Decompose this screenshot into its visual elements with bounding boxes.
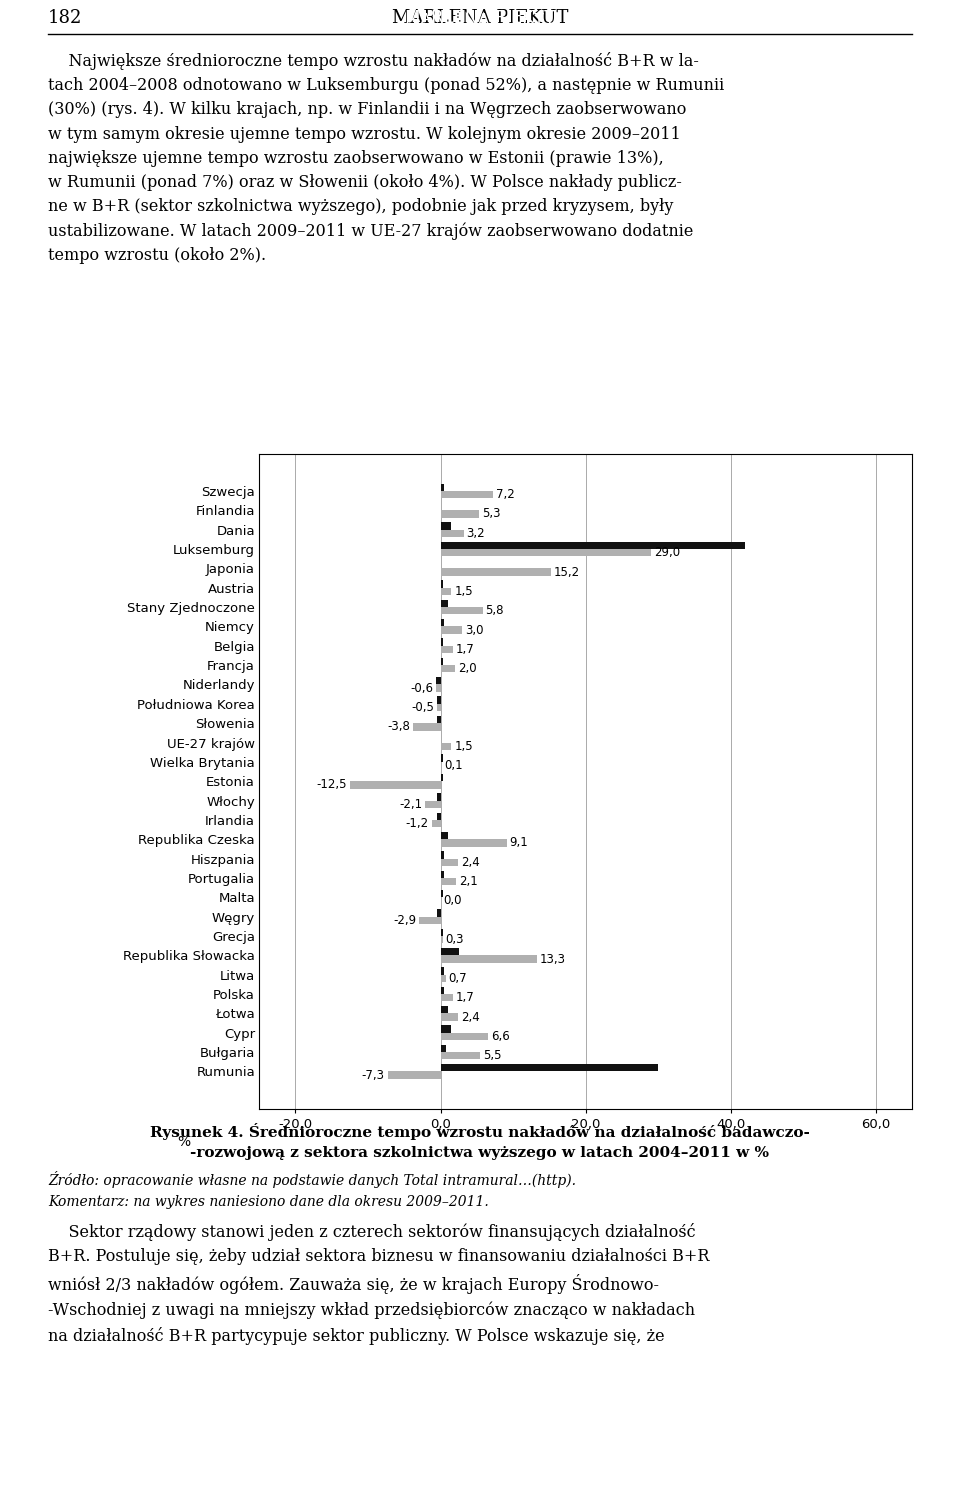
Bar	[441, 658, 443, 665]
Bar	[436, 684, 441, 692]
Text: 182: 182	[48, 9, 83, 27]
Bar	[441, 530, 464, 537]
Bar	[441, 936, 443, 943]
Bar	[441, 948, 459, 955]
Text: 15,2: 15,2	[554, 565, 580, 579]
Text: 1,5: 1,5	[454, 740, 473, 753]
Text: 2,1: 2,1	[459, 875, 477, 888]
Bar	[441, 522, 451, 530]
Bar	[441, 754, 443, 762]
Bar	[441, 975, 445, 982]
Text: 29,0: 29,0	[654, 546, 680, 559]
Text: 5,3: 5,3	[482, 507, 500, 521]
Text: 9,1: 9,1	[510, 836, 528, 850]
Bar	[437, 793, 441, 801]
Bar	[388, 1071, 441, 1079]
Text: Źródło: opracowanie własne na podstawie danych Total intramural…(http).: Źródło: opracowanie własne na podstawie …	[48, 1171, 576, 1187]
Bar	[441, 580, 443, 588]
Bar	[437, 716, 441, 723]
Text: 0,7: 0,7	[448, 972, 468, 985]
Bar	[441, 510, 479, 518]
Bar	[413, 723, 441, 731]
Text: -2,1: -2,1	[399, 798, 422, 811]
Text: 1,5: 1,5	[454, 585, 473, 598]
Bar	[441, 619, 444, 626]
Bar	[441, 839, 507, 847]
Bar	[441, 890, 443, 897]
Text: 0,0: 0,0	[444, 894, 462, 908]
Text: 0,3: 0,3	[445, 933, 464, 946]
Text: 2,4: 2,4	[461, 1010, 480, 1024]
Text: -12,5: -12,5	[317, 778, 347, 792]
Text: 5,5: 5,5	[483, 1049, 502, 1062]
Bar	[437, 696, 441, 704]
Bar	[441, 607, 483, 615]
Bar	[437, 704, 441, 711]
Text: -3,8: -3,8	[387, 720, 410, 734]
Text: MᴀRLENᴀ PIEKᴛT: MᴀRLENᴀ PIEKᴛT	[405, 9, 555, 27]
Text: -1,2: -1,2	[406, 817, 429, 830]
Bar	[441, 568, 551, 576]
X-axis label: %: %	[178, 1135, 191, 1149]
Text: 2,0: 2,0	[458, 662, 476, 676]
Bar	[441, 859, 458, 866]
Text: -2,9: -2,9	[394, 914, 417, 927]
Bar	[432, 820, 441, 827]
Text: 6,6: 6,6	[492, 1030, 510, 1043]
Text: -0,5: -0,5	[411, 701, 434, 714]
Text: 5,8: 5,8	[486, 604, 504, 618]
Bar	[441, 626, 463, 634]
Text: Największe średnioroczne tempo wzrostu nakładów na działalność B+R w la-
tach 20: Największe średnioroczne tempo wzrostu n…	[48, 52, 724, 263]
Bar	[441, 1045, 446, 1052]
Bar	[441, 588, 451, 595]
Bar	[437, 909, 441, 917]
Text: Sektor rządowy stanowi jeden z czterech sektorów finansujących działalność
B+R. : Sektor rządowy stanowi jeden z czterech …	[48, 1223, 709, 1345]
Bar	[441, 743, 451, 750]
Bar	[441, 870, 444, 878]
Text: 3,2: 3,2	[467, 527, 485, 540]
Bar	[441, 549, 651, 557]
Bar	[441, 665, 455, 673]
Bar	[441, 646, 453, 653]
Text: 13,3: 13,3	[540, 952, 565, 966]
Text: 1,7: 1,7	[456, 643, 474, 656]
Bar	[441, 1064, 659, 1071]
Bar	[441, 491, 492, 498]
Bar	[437, 812, 441, 820]
Bar	[441, 994, 453, 1001]
Bar	[441, 832, 447, 839]
Bar	[349, 781, 441, 789]
Text: 2,4: 2,4	[461, 856, 480, 869]
Bar	[441, 774, 443, 781]
Bar	[425, 801, 441, 808]
Bar	[436, 677, 441, 684]
Bar	[441, 878, 456, 885]
Bar	[420, 917, 441, 924]
Bar	[441, 955, 537, 963]
Text: 7,2: 7,2	[495, 488, 515, 501]
Bar	[441, 600, 447, 607]
Text: MARLENA PIEKUT: MARLENA PIEKUT	[392, 9, 568, 27]
Bar	[441, 929, 443, 936]
Text: -0,6: -0,6	[410, 682, 433, 695]
Bar	[441, 638, 443, 646]
Text: 0,1: 0,1	[444, 759, 463, 772]
Bar	[441, 987, 444, 994]
Text: Rysunek 4. Średnioroczne tempo wzrostu nakładów na działalność badawczo-
-rozwoj: Rysunek 4. Średnioroczne tempo wzrostu n…	[150, 1123, 810, 1161]
Bar	[441, 1006, 447, 1013]
Bar	[441, 851, 444, 859]
Bar	[441, 1052, 480, 1059]
Bar	[441, 967, 444, 975]
Bar	[441, 1025, 451, 1033]
Text: 1,7: 1,7	[456, 991, 474, 1004]
Bar	[441, 542, 745, 549]
Bar	[441, 1013, 458, 1021]
Text: -7,3: -7,3	[362, 1068, 385, 1082]
Bar	[441, 484, 444, 491]
Text: Komentarz: na wykres naniesiono dane dla okresu 2009–2011.: Komentarz: na wykres naniesiono dane dla…	[48, 1195, 489, 1208]
Text: 3,0: 3,0	[466, 623, 484, 637]
Bar	[441, 1033, 489, 1040]
